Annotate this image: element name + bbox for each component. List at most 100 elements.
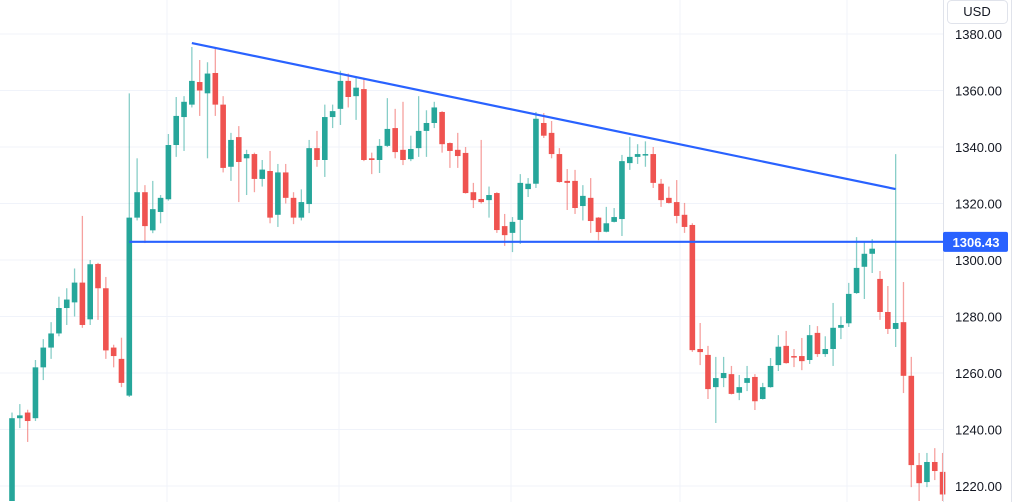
candle-body — [87, 264, 93, 320]
candle-body — [431, 107, 438, 123]
candle-down — [877, 271, 883, 320]
candle-down — [595, 217, 602, 241]
y-tick-label: 1240.00 — [955, 423, 1002, 438]
candle-body — [392, 128, 398, 153]
candle-up — [243, 149, 250, 196]
candle-up — [71, 268, 78, 317]
candle-body — [290, 197, 297, 218]
candle-up — [329, 104, 336, 129]
candle-up — [384, 98, 391, 147]
candle-body — [48, 333, 54, 348]
candle-body — [368, 158, 375, 160]
candle-down — [908, 356, 915, 488]
candle-body — [470, 192, 477, 201]
candle-down — [885, 285, 891, 335]
candle-up — [775, 335, 782, 372]
candle-down — [689, 223, 696, 352]
candle-body — [908, 375, 915, 466]
candle-body — [56, 308, 62, 334]
candle-down — [548, 121, 555, 159]
candle-body — [517, 182, 524, 220]
candle-up — [431, 101, 438, 129]
candle-body — [838, 324, 844, 328]
candle-body — [63, 299, 70, 309]
candle-body — [587, 197, 594, 222]
candle-down — [392, 108, 398, 159]
candle-body — [806, 335, 813, 361]
candle-down — [791, 348, 797, 368]
candle-body — [134, 192, 140, 218]
candle-down — [931, 448, 938, 481]
candle-down — [79, 215, 86, 328]
price-axis[interactable]: 1380.00 1360.00 1340.00 1320.00 1300.00 1280.… — [955, 27, 1002, 494]
candle-up — [736, 374, 743, 401]
drawings[interactable] — [129, 41, 943, 243]
candle-up — [892, 154, 899, 348]
candle-body — [212, 72, 219, 105]
candle-body — [642, 154, 649, 156]
candle-body — [384, 128, 391, 146]
candle-body — [713, 378, 719, 388]
candle-body — [189, 80, 195, 105]
candle-body — [525, 183, 531, 190]
candle-body — [720, 373, 727, 379]
candle-body — [400, 149, 406, 160]
candle-down — [361, 78, 367, 162]
candle-up — [767, 358, 774, 388]
candle-body — [337, 80, 344, 109]
candle-up — [533, 111, 539, 188]
candle-body — [814, 332, 821, 355]
candle-body — [494, 193, 500, 231]
y-tick-label: 1360.00 — [955, 84, 1002, 99]
candle-body — [24, 412, 31, 422]
candle-body — [540, 122, 547, 136]
candle-body — [572, 180, 578, 209]
candle-up — [611, 208, 617, 223]
candle-body — [916, 465, 922, 484]
candle-body — [220, 104, 226, 168]
candle-body — [408, 148, 414, 160]
candle-down — [95, 262, 101, 320]
candle-down — [572, 169, 578, 214]
candle-body — [556, 154, 563, 183]
candle-body — [165, 145, 172, 200]
candle-body — [149, 209, 156, 231]
candle-down — [267, 150, 273, 224]
candle-body — [196, 82, 203, 91]
candle-up — [275, 163, 281, 227]
candle-up — [744, 365, 750, 392]
candle-body — [298, 202, 305, 218]
candle-body — [822, 348, 829, 355]
candle-body — [126, 217, 133, 396]
candle-body — [322, 117, 328, 160]
candle-body — [275, 172, 281, 215]
candle-body — [767, 365, 774, 388]
currency-button[interactable]: USD — [947, 0, 1008, 24]
candle-down — [196, 59, 203, 116]
candle-body — [673, 202, 680, 216]
candle-up — [924, 452, 930, 488]
candle-down — [110, 344, 117, 368]
trend-line[interactable] — [191, 41, 896, 191]
candle-down — [540, 113, 547, 138]
candle-down — [650, 147, 657, 188]
candle-down — [142, 185, 148, 244]
candle-down — [345, 73, 352, 108]
candle-down — [439, 111, 445, 153]
candle-up — [415, 96, 422, 157]
candle-down — [314, 130, 320, 167]
candle-down — [673, 180, 680, 224]
candle-up — [181, 96, 187, 151]
candle-up — [626, 137, 633, 170]
candle-up — [830, 302, 836, 366]
candle-down — [212, 46, 219, 116]
candle-up — [525, 178, 531, 198]
y-tick-label: 1260.00 — [955, 366, 1002, 381]
candle-body — [282, 172, 289, 198]
candle-body — [40, 347, 47, 368]
candle-down — [470, 182, 477, 209]
candle-down — [24, 409, 31, 442]
candle-body — [142, 192, 148, 227]
candle-body — [861, 253, 868, 267]
